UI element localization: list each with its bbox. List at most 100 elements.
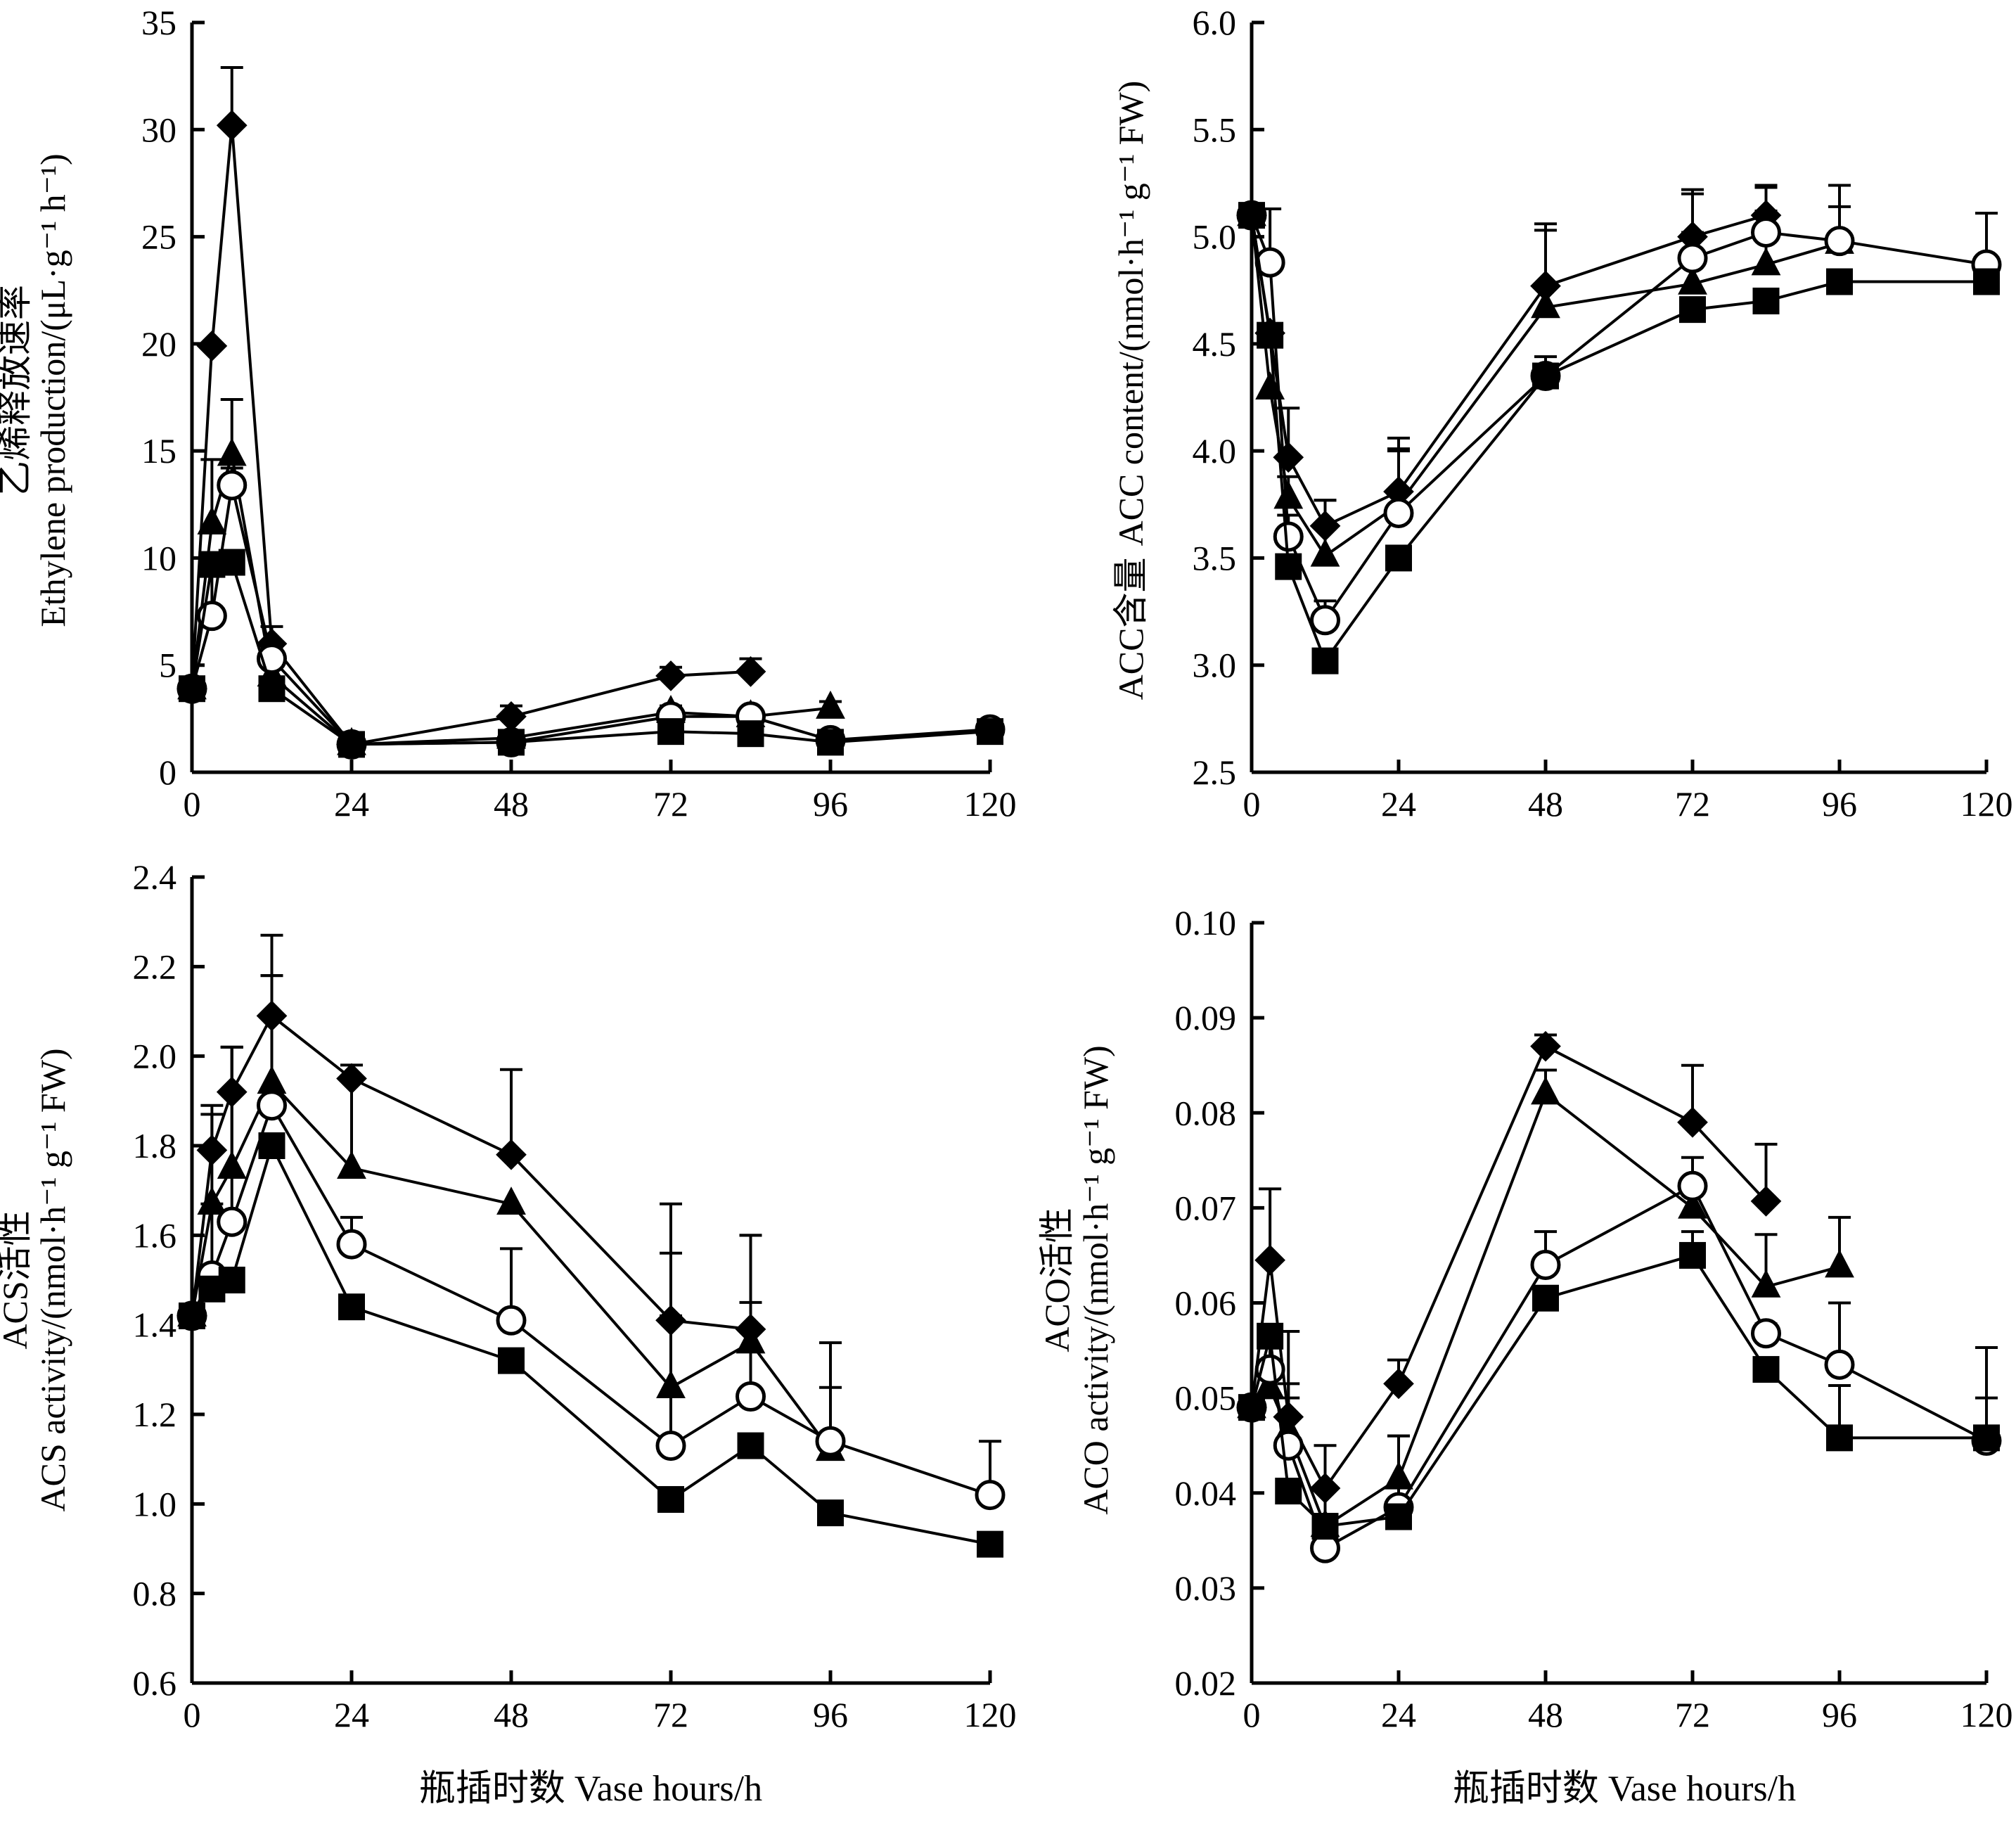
series-line bbox=[1250, 215, 1987, 623]
data-point-circle bbox=[736, 1381, 766, 1412]
data-point-square bbox=[1311, 1513, 1339, 1540]
series-line bbox=[191, 1101, 991, 1497]
data-point-square bbox=[179, 675, 205, 703]
data-point-diamond bbox=[1750, 1186, 1782, 1217]
y-tick-label: 2.4 bbox=[133, 857, 177, 897]
y-tick-label: 0.03 bbox=[1175, 1568, 1237, 1608]
data-point-circle bbox=[1273, 1430, 1304, 1461]
data-point-triangle bbox=[197, 1186, 227, 1215]
data-point-circle bbox=[1751, 1318, 1781, 1349]
data-point-circle bbox=[1824, 226, 1855, 257]
y-tick-label: 2.2 bbox=[133, 947, 177, 986]
x-tick-label: 72 bbox=[653, 1695, 688, 1734]
data-point-square bbox=[657, 1485, 684, 1513]
x-tick-label: 120 bbox=[1960, 1695, 2013, 1734]
data-point-circle bbox=[1530, 1249, 1561, 1280]
x-tick-label: 48 bbox=[1528, 1695, 1563, 1734]
ylabel-cn: ACC含量 bbox=[1111, 558, 1150, 701]
data-point-square bbox=[179, 1302, 205, 1329]
data-point-square bbox=[338, 1293, 365, 1321]
series-line bbox=[191, 1013, 751, 1331]
data-point-square bbox=[817, 1499, 844, 1527]
y-tick-label: 1.0 bbox=[133, 1484, 177, 1523]
y-tick-label: 4.0 bbox=[1193, 431, 1237, 471]
x-tick-label: 24 bbox=[334, 1695, 369, 1734]
series-square bbox=[1238, 1230, 2000, 1540]
y-tick-label: 0.02 bbox=[1175, 1663, 1237, 1703]
x-tick-label: 120 bbox=[964, 784, 1017, 824]
y-tick-label: 6.0 bbox=[1193, 3, 1237, 42]
data-point-diamond bbox=[196, 331, 228, 362]
data-point-square bbox=[1275, 553, 1302, 580]
data-point-square bbox=[657, 718, 684, 746]
y-tick-label: 0.09 bbox=[1175, 998, 1237, 1037]
data-point-circle bbox=[1273, 521, 1304, 552]
data-point-square bbox=[737, 1432, 764, 1459]
y-tick-label: 25 bbox=[141, 217, 176, 257]
y-tick-label: 0 bbox=[159, 753, 176, 792]
data-point-triangle bbox=[816, 690, 845, 719]
data-point-square bbox=[977, 718, 1003, 746]
data-point-square bbox=[1238, 1394, 1265, 1421]
data-point-square bbox=[498, 729, 525, 756]
y-tick-label: 10 bbox=[141, 538, 176, 577]
y-tick-label: 2.5 bbox=[1193, 753, 1237, 792]
y-tick-label: 0.8 bbox=[133, 1574, 177, 1613]
x-tick-label: 72 bbox=[653, 784, 688, 824]
series-line bbox=[191, 125, 751, 746]
data-point-square bbox=[1826, 1424, 1853, 1452]
data-point-triangle bbox=[1531, 1076, 1560, 1105]
ylabel-cn: ACO活性 bbox=[1037, 1208, 1077, 1352]
data-point-square bbox=[218, 1267, 245, 1293]
ylabel-cn-en: ACC含量 ACC content/(nmol·h⁻¹ g⁻¹ FW) bbox=[1111, 81, 1150, 701]
series-line bbox=[1250, 1044, 1767, 1491]
data-point-circle bbox=[1824, 1349, 1855, 1380]
y-tick-label: 4.5 bbox=[1193, 324, 1237, 364]
data-point-circle bbox=[655, 1431, 686, 1461]
series-line bbox=[1250, 215, 1986, 664]
x-tick-label: 72 bbox=[1675, 784, 1710, 824]
data-point-triangle bbox=[1751, 1269, 1781, 1298]
data-point-triangle bbox=[1310, 538, 1340, 567]
data-point-triangle bbox=[1825, 1249, 1854, 1278]
data-point-circle bbox=[1751, 217, 1781, 248]
y-tick-label: 0.04 bbox=[1175, 1473, 1237, 1513]
data-point-square bbox=[737, 720, 764, 748]
data-point-triangle bbox=[1273, 480, 1304, 509]
data-point-diamond bbox=[216, 110, 248, 141]
data-point-square bbox=[1752, 1356, 1780, 1383]
ylabel-en: ACO activity/(nmol·h⁻¹ g⁻¹ FW) bbox=[1076, 1045, 1115, 1514]
data-point-square bbox=[498, 1347, 525, 1374]
data-point-square bbox=[1973, 1424, 2000, 1452]
data-point-diamond bbox=[496, 701, 527, 732]
y-tick-label: 1.4 bbox=[133, 1305, 177, 1345]
y-tick-label: 1.2 bbox=[133, 1395, 177, 1434]
ylabel-cn: 乙烯释放速率 bbox=[0, 285, 34, 496]
panel-acs: ACS活性 ACS activity/(nmol·h⁻¹ g⁻¹ FW) 瓶插时… bbox=[0, 857, 1017, 1809]
series-circle bbox=[176, 466, 1006, 760]
series-square bbox=[179, 549, 1003, 758]
data-point-square bbox=[1679, 1241, 1706, 1269]
x-tick-label: 0 bbox=[184, 784, 201, 824]
data-point-triangle bbox=[1531, 290, 1560, 319]
y-tick-label: 15 bbox=[141, 431, 176, 471]
series-line bbox=[191, 485, 991, 746]
data-point-circle bbox=[1677, 243, 1708, 274]
data-point-circle bbox=[217, 1206, 248, 1237]
series-square bbox=[1238, 202, 2000, 674]
x-tick-label: 96 bbox=[813, 784, 848, 824]
series-line bbox=[1250, 1253, 1986, 1528]
data-point-circle bbox=[336, 1229, 367, 1260]
data-point-circle bbox=[1254, 247, 1285, 278]
panel-aco: ACO活性 ACO activity/(nmol·h⁻¹ g⁻¹ FW) 瓶插时… bbox=[1037, 903, 2013, 1809]
x-tick-label: 96 bbox=[1822, 1695, 1857, 1734]
data-point-square bbox=[338, 731, 365, 758]
series-line bbox=[191, 1141, 991, 1546]
xlabel: 瓶插时数 Vase hours/h bbox=[1453, 1769, 1796, 1809]
x-tick-label: 120 bbox=[964, 1695, 1017, 1734]
x-tick-label: 48 bbox=[494, 1695, 529, 1734]
ylabel-en: ACS activity/(nmol·h⁻¹ g⁻¹ FW) bbox=[33, 1048, 72, 1511]
data-point-diamond bbox=[1254, 1244, 1285, 1276]
data-point-square bbox=[1385, 1503, 1412, 1530]
data-point-triangle bbox=[197, 506, 227, 535]
